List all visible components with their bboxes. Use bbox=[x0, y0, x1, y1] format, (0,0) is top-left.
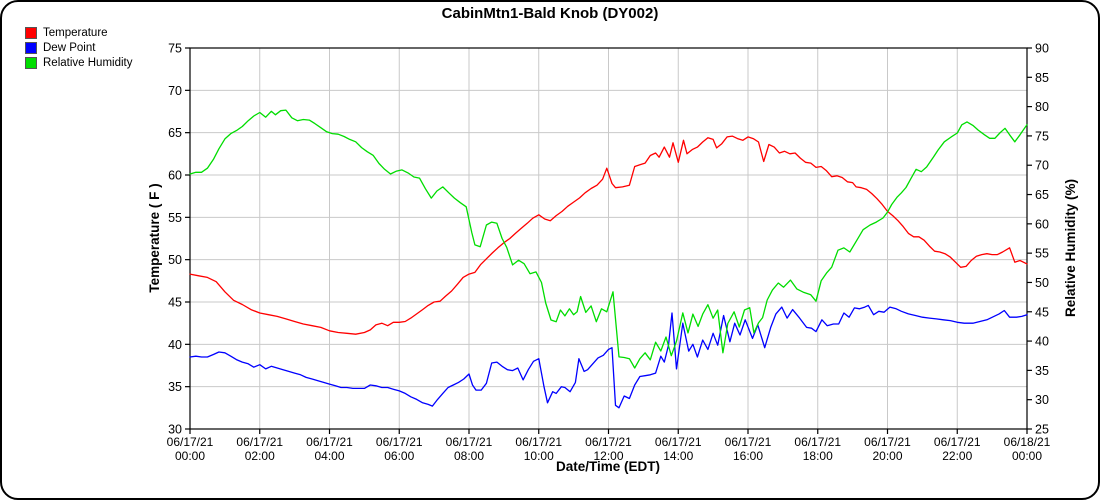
left-tick-label: 60 bbox=[168, 169, 182, 183]
temperature-swatch-icon bbox=[25, 26, 37, 39]
temperature-line bbox=[189, 135, 1028, 335]
right-tick-label: 90 bbox=[1035, 42, 1049, 56]
legend-item-dew-point: Dew Point bbox=[25, 40, 132, 55]
x-tick-date: 06/17/21 bbox=[585, 435, 632, 449]
x-tick-time: 00:00 bbox=[175, 449, 205, 463]
x-tick-date: 06/17/21 bbox=[446, 435, 493, 449]
x-tick-time: 06:00 bbox=[384, 449, 414, 463]
right-tick-label: 75 bbox=[1035, 129, 1049, 143]
legend-label-temperature: Temperature bbox=[43, 26, 108, 39]
right-tick-label: 70 bbox=[1035, 159, 1049, 173]
right-tick-label: 85 bbox=[1035, 71, 1049, 85]
legend-item-temperature: Temperature bbox=[25, 25, 132, 40]
x-tick-time: 08:00 bbox=[454, 449, 484, 463]
x-tick-time: 20:00 bbox=[872, 449, 902, 463]
x-tick-date: 06/17/21 bbox=[794, 435, 841, 449]
dew-point-line bbox=[189, 304, 1028, 409]
legend-item-relative-humidity: Relative Humidity bbox=[25, 55, 132, 70]
x-tick-time: 18:00 bbox=[803, 449, 833, 463]
legend-label-dew-point: Dew Point bbox=[43, 41, 96, 54]
x-tick-time: 14:00 bbox=[663, 449, 693, 463]
left-tick-label: 75 bbox=[168, 42, 182, 56]
left-tick-label: 70 bbox=[168, 84, 182, 98]
x-tick-time: 00:00 bbox=[1012, 449, 1042, 463]
right-tick-label: 35 bbox=[1035, 364, 1049, 378]
right-tick-label: 25 bbox=[1035, 423, 1049, 437]
right-tick-label: 65 bbox=[1035, 188, 1049, 202]
x-tick-date: 06/17/21 bbox=[934, 435, 981, 449]
legend-label-relative-humidity: Relative Humidity bbox=[43, 56, 133, 69]
x-tick-date: 06/17/21 bbox=[515, 435, 562, 449]
x-tick-date: 06/17/21 bbox=[236, 435, 283, 449]
legend: Temperature Dew Point Relative Humidity bbox=[25, 25, 132, 70]
left-tick-label: 45 bbox=[168, 296, 182, 310]
x-tick-time: 10:00 bbox=[524, 449, 554, 463]
right-tick-label: 50 bbox=[1035, 276, 1049, 290]
x-tick-time: 04:00 bbox=[314, 449, 344, 463]
x-tick-time: 12:00 bbox=[593, 449, 623, 463]
x-axis-label: Date/Time (EDT) bbox=[555, 459, 661, 474]
x-tick-date: 06/17/21 bbox=[864, 435, 911, 449]
right-tick-label: 30 bbox=[1035, 393, 1049, 407]
right-tick-label: 60 bbox=[1035, 217, 1049, 231]
left-tick-label: 55 bbox=[168, 211, 182, 225]
chart-title: CabinMtn1-Bald Knob (DY002) bbox=[441, 5, 659, 22]
x-tick-date: 06/17/21 bbox=[376, 435, 423, 449]
x-tick-date: 06/18/21 bbox=[1004, 435, 1051, 449]
right-tick-label: 80 bbox=[1035, 100, 1049, 114]
left-tick-label: 65 bbox=[168, 126, 182, 140]
x-tick-time: 22:00 bbox=[942, 449, 972, 463]
right-tick-label: 45 bbox=[1035, 305, 1049, 319]
right-tick-label: 55 bbox=[1035, 247, 1049, 261]
x-tick-date: 06/17/21 bbox=[725, 435, 772, 449]
left-tick-label: 35 bbox=[168, 380, 182, 394]
x-tick-date: 06/17/21 bbox=[655, 435, 702, 449]
relative-humidity-line bbox=[189, 109, 1028, 369]
right-tick-label: 40 bbox=[1035, 335, 1049, 349]
relative-humidity-swatch-icon bbox=[25, 56, 37, 69]
x-tick-date: 06/17/21 bbox=[306, 435, 353, 449]
left-tick-label: 30 bbox=[168, 423, 182, 437]
x-tick-time: 02:00 bbox=[245, 449, 275, 463]
left-tick-label: 50 bbox=[168, 253, 182, 267]
x-tick-date: 06/17/21 bbox=[167, 435, 214, 449]
x-tick-time: 16:00 bbox=[733, 449, 763, 463]
left-tick-label: 40 bbox=[168, 338, 182, 352]
dew-point-swatch-icon bbox=[25, 41, 37, 54]
